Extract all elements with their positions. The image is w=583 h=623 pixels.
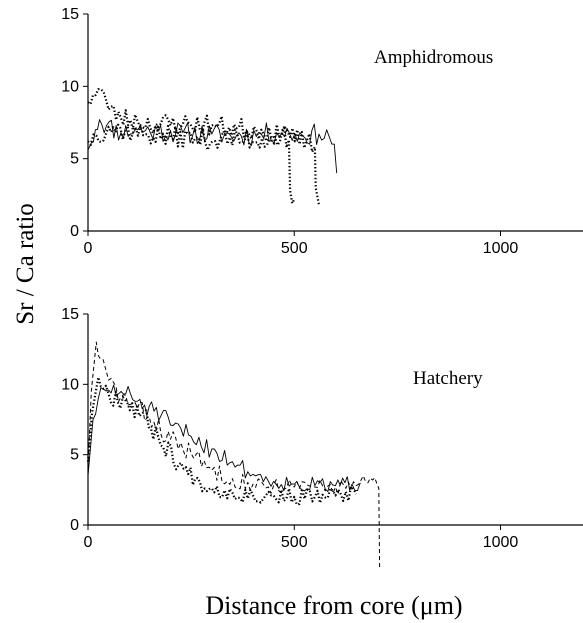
series-line-dotted-1 (87, 88, 296, 205)
y-tick-label: 5 (70, 151, 79, 168)
y-tick-label: 0 (70, 517, 79, 534)
y-tick-label: 15 (61, 306, 79, 323)
panel-amphidromous: Amphidromous 0 5 10 15 0 500 1000 (61, 6, 583, 257)
x-tick-label: 0 (84, 240, 93, 257)
y-tick-label: 0 (70, 223, 79, 240)
y-tick-label: 10 (61, 78, 79, 95)
y-tick-label: 5 (70, 447, 79, 464)
series-line-solid-0 (87, 119, 338, 174)
panel-hatchery: Hatchery 0 5 10 15 0 500 1000 (61, 306, 583, 568)
series-line-dotted-1 (86, 376, 358, 506)
x-tick-label: 1000 (483, 240, 519, 257)
x-tick-label: 1000 (483, 534, 519, 551)
x-tick-label: 500 (281, 534, 308, 551)
y-tick-label: 10 (61, 376, 79, 393)
series-line-dashed-2 (87, 341, 381, 568)
x-tick-label: 0 (84, 534, 93, 551)
y-axis-label: Sr / Ca ratio (12, 203, 39, 325)
panel-annotation-amphidromous: Amphidromous (374, 47, 493, 68)
y-tick-label: 15 (61, 6, 79, 23)
x-tick-label: 500 (281, 240, 308, 257)
x-axis-label: Distance from core (μm) (205, 591, 462, 620)
panel-annotation-hatchery: Hatchery (413, 368, 483, 389)
series-line-solid-0 (87, 384, 361, 493)
